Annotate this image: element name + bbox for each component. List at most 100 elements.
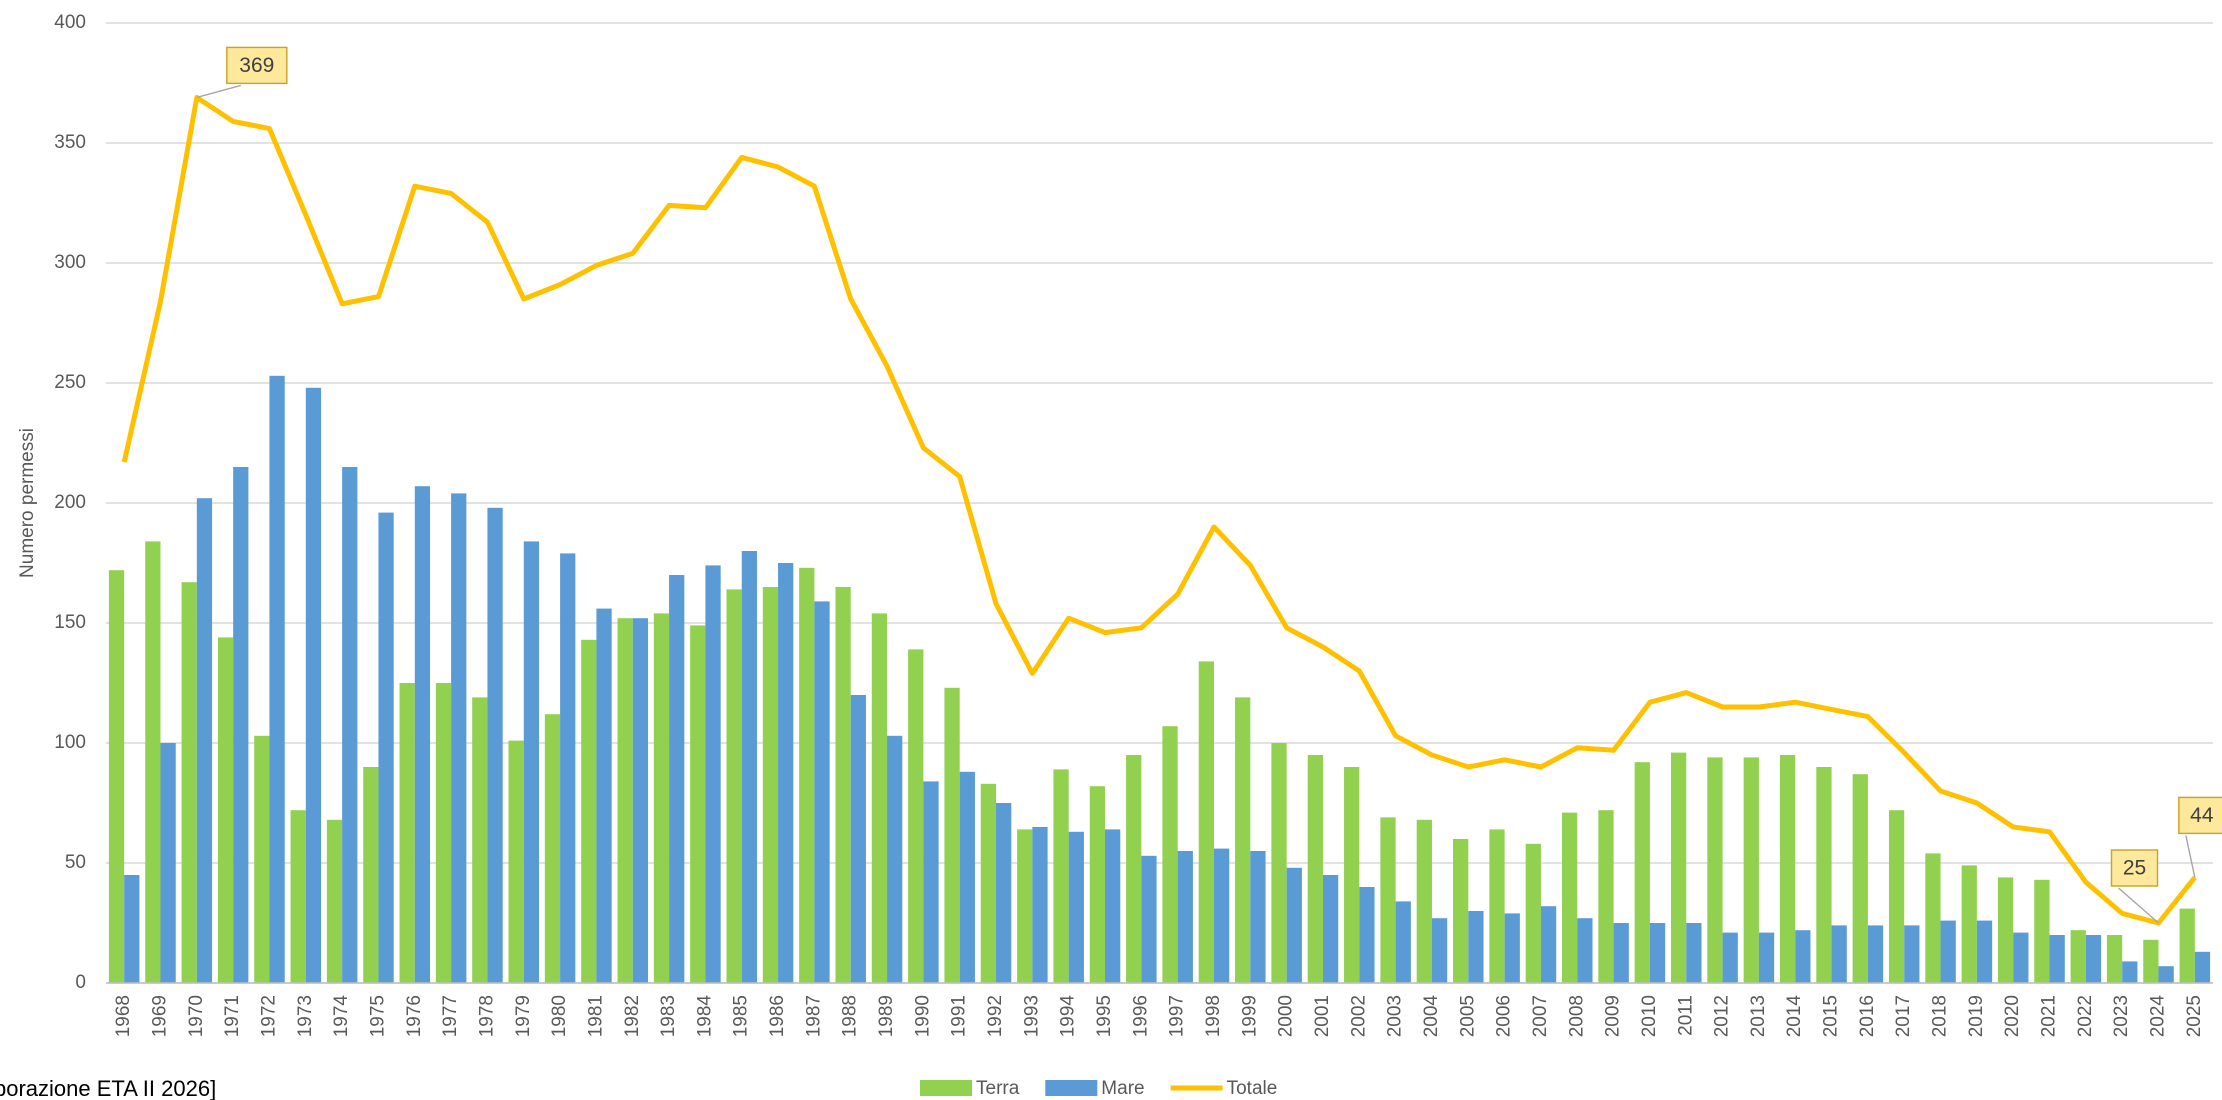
x-tick-label: 2005	[1457, 995, 1478, 1037]
callout-box	[2178, 796, 2222, 835]
bar	[1634, 762, 1650, 983]
x-tick-label: 1982	[622, 995, 643, 1037]
x-tick-label: 2002	[1348, 995, 1369, 1037]
bar	[1722, 932, 1738, 983]
x-tick-label: 1986	[767, 995, 788, 1037]
bar	[1250, 851, 1266, 983]
x-tick-label: 1991	[949, 995, 970, 1037]
bar	[2070, 930, 2086, 983]
bar	[326, 819, 343, 983]
x-tick-label: 2008	[1566, 995, 1587, 1037]
callout-leader	[2185, 835, 2196, 878]
bar	[1162, 726, 1178, 983]
x-tick-label: 1973	[295, 995, 316, 1037]
bar	[1198, 661, 1214, 983]
x-tick-label: 2020	[2002, 995, 2023, 1037]
bar	[363, 767, 379, 983]
bar	[2049, 935, 2065, 983]
bar	[959, 771, 975, 983]
bar	[1649, 923, 1666, 983]
bar	[1577, 918, 1593, 983]
bar	[1141, 855, 1157, 983]
bar	[1598, 810, 1614, 983]
bar	[1177, 851, 1193, 983]
bar	[980, 783, 997, 983]
bar	[1395, 901, 1411, 983]
x-tick-label: 1992	[985, 995, 1006, 1037]
bar	[160, 743, 176, 983]
x-tick-label: 2024	[2148, 995, 2169, 1038]
bar	[669, 575, 685, 983]
bar	[1795, 930, 1811, 983]
legend-label: Terra	[976, 1078, 1020, 1099]
bar	[778, 563, 794, 983]
callout-leader	[196, 84, 242, 99]
bar	[233, 467, 249, 983]
bar	[523, 541, 540, 983]
legend-label: Totale	[1227, 1078, 1278, 1099]
bar	[472, 697, 488, 983]
bar	[2034, 879, 2050, 983]
x-tick-label: 1985	[731, 995, 752, 1037]
x-tick-label: 1977	[440, 995, 461, 1037]
bar	[799, 567, 815, 983]
x-tick-label: 2003	[1385, 995, 1406, 1037]
bar	[1032, 827, 1048, 983]
bar	[1235, 697, 1251, 983]
callout-label: 25	[2123, 857, 2146, 880]
bar	[1453, 839, 1469, 983]
x-tick-label: 2001	[1312, 995, 1333, 1037]
bar	[2194, 951, 2211, 983]
bar	[871, 613, 888, 983]
x-tick-label: 2006	[1494, 995, 1515, 1037]
bar	[2158, 966, 2174, 983]
bar	[342, 467, 358, 983]
bar	[1758, 932, 1775, 983]
bar	[124, 875, 140, 983]
x-tick-label: 1995	[1094, 995, 1115, 1037]
x-tick-label: 1971	[222, 995, 243, 1037]
bar	[2143, 939, 2159, 983]
bar	[690, 625, 706, 983]
bar	[1670, 752, 1687, 983]
bar	[290, 810, 306, 983]
x-tick-label: 2004	[1421, 995, 1442, 1038]
x-tick-label: 1997	[1167, 995, 1188, 1037]
bar	[1322, 875, 1339, 983]
source-note: borazione ETA II 2026]	[0, 1076, 216, 1100]
bar	[560, 553, 576, 983]
x-tick-label: 2021	[2039, 995, 2060, 1037]
bar	[887, 735, 903, 983]
x-tick-label: 2019	[1966, 995, 1987, 1037]
bar	[1307, 755, 1323, 983]
x-tick-label: 2015	[1821, 995, 1842, 1037]
bar	[1489, 829, 1505, 983]
bar	[1431, 918, 1448, 983]
bar	[2122, 961, 2138, 983]
bar	[1707, 757, 1723, 983]
bar	[632, 618, 649, 983]
y-tick-label: 250	[54, 372, 86, 393]
bar	[1831, 925, 1847, 983]
x-tick-label: 2023	[2111, 995, 2132, 1037]
bar	[1852, 774, 1868, 983]
bar	[581, 639, 597, 983]
bar	[1686, 923, 1702, 983]
y-tick-label: 100	[54, 732, 86, 753]
bar	[181, 582, 197, 983]
bar	[2106, 935, 2123, 983]
x-tick-label: 1969	[150, 995, 171, 1037]
y-axis-label: Numero permessi	[17, 428, 38, 578]
y-tick-label: 400	[54, 12, 86, 33]
bar	[1976, 920, 1993, 983]
bar	[1286, 867, 1302, 983]
bar	[1105, 829, 1121, 983]
bar	[1961, 865, 1977, 983]
bar	[1779, 755, 1796, 983]
x-tick-label: 1974	[331, 995, 352, 1038]
bar	[544, 714, 561, 983]
callout-label: 44	[2190, 804, 2214, 827]
bar	[1271, 743, 1287, 983]
x-tick-label: 1980	[549, 995, 570, 1037]
x-tick-label: 2012	[1712, 995, 1733, 1037]
